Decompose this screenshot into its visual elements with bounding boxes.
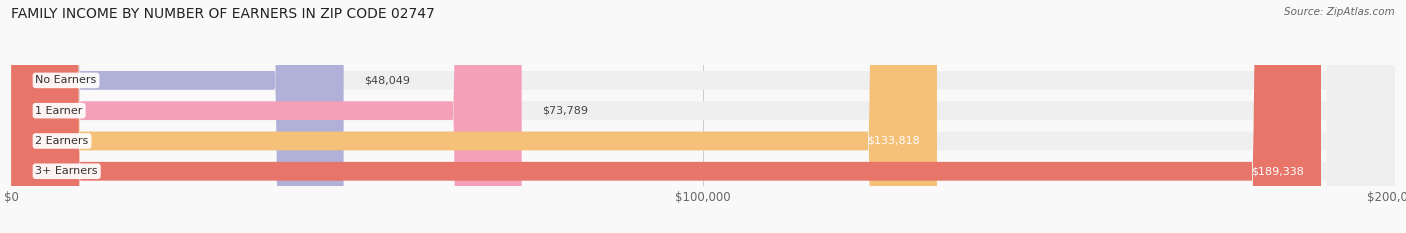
FancyBboxPatch shape	[11, 0, 1395, 233]
Text: $133,818: $133,818	[868, 136, 920, 146]
Text: $73,789: $73,789	[543, 106, 589, 116]
Text: 3+ Earners: 3+ Earners	[35, 166, 98, 176]
Text: Source: ZipAtlas.com: Source: ZipAtlas.com	[1284, 7, 1395, 17]
Text: No Earners: No Earners	[35, 75, 97, 85]
FancyBboxPatch shape	[11, 0, 343, 233]
FancyBboxPatch shape	[11, 0, 522, 233]
FancyBboxPatch shape	[11, 0, 1395, 233]
FancyBboxPatch shape	[11, 0, 1322, 233]
FancyBboxPatch shape	[11, 0, 936, 233]
Text: 1 Earner: 1 Earner	[35, 106, 83, 116]
Text: 2 Earners: 2 Earners	[35, 136, 89, 146]
FancyBboxPatch shape	[11, 0, 1395, 233]
FancyBboxPatch shape	[11, 0, 1395, 233]
Text: FAMILY INCOME BY NUMBER OF EARNERS IN ZIP CODE 02747: FAMILY INCOME BY NUMBER OF EARNERS IN ZI…	[11, 7, 434, 21]
Text: $48,049: $48,049	[364, 75, 411, 85]
Text: $189,338: $189,338	[1251, 166, 1303, 176]
